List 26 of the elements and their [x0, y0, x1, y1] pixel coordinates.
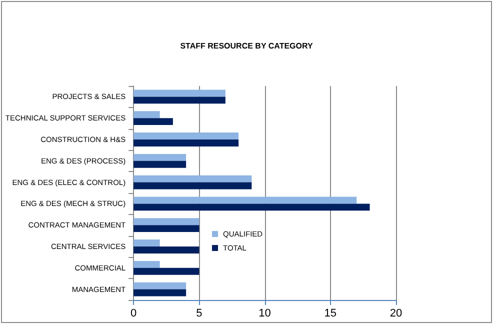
bar — [134, 282, 186, 290]
bar — [134, 132, 239, 140]
bar — [134, 182, 252, 190]
x-tick-label: 15 — [324, 308, 337, 320]
bar — [134, 196, 357, 204]
bar — [134, 268, 200, 275]
bar — [134, 140, 239, 146]
bar — [134, 96, 226, 104]
bar — [134, 154, 186, 161]
bar — [134, 160, 186, 168]
bar — [134, 218, 200, 226]
bar — [134, 118, 173, 126]
bar — [134, 90, 226, 97]
bar — [134, 225, 200, 232]
bar — [134, 111, 160, 118]
bar — [134, 240, 160, 246]
bar — [134, 246, 200, 254]
bar — [134, 289, 186, 296]
bar — [134, 204, 370, 211]
bar — [134, 175, 252, 182]
chart-title: STAFF RESOURCE BY CATEGORY — [180, 42, 314, 50]
bar — [134, 260, 160, 268]
x-tick-label: 20 — [390, 308, 402, 320]
x-tick-label: 0 — [130, 308, 137, 320]
x-tick-label: 10 — [258, 308, 271, 320]
x-tick-label: 5 — [196, 308, 202, 320]
